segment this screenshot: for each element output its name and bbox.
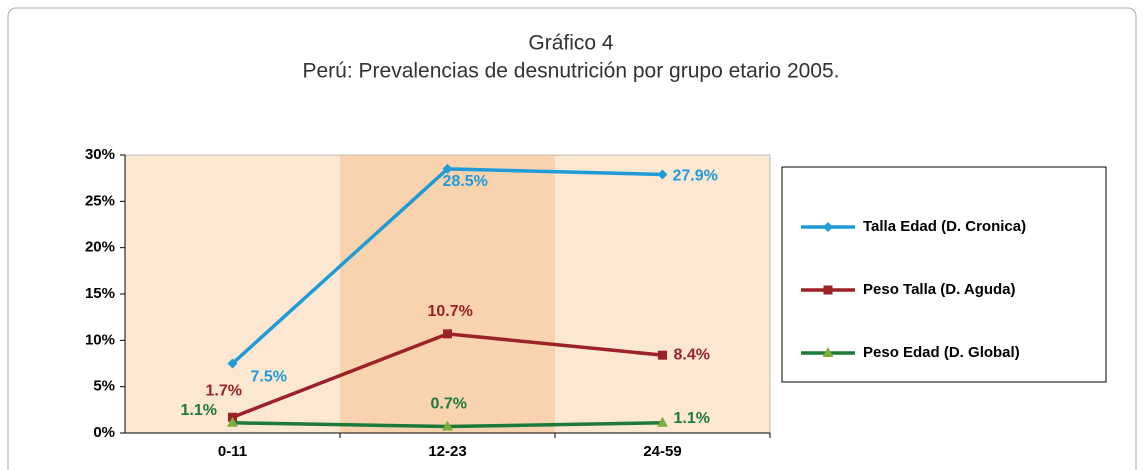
- x-tick-label: 0-11: [218, 443, 247, 460]
- y-tick-label: 10%: [85, 331, 115, 348]
- data-point: [442, 163, 453, 174]
- data-label: 7.5%: [251, 369, 287, 386]
- legend-label: Peso Talla (D. Aguda): [863, 281, 1016, 298]
- x-tick-label: 12-23: [428, 443, 466, 460]
- y-tick-label: 30%: [85, 146, 115, 163]
- y-tick-label: 25%: [85, 192, 115, 209]
- data-label: 8.4%: [674, 346, 710, 363]
- data-point: [658, 350, 667, 360]
- data-point: [657, 416, 668, 427]
- data-label: 1.1%: [181, 402, 217, 419]
- data-label: 1.1%: [674, 410, 710, 427]
- data-label: 10.7%: [428, 303, 473, 320]
- chart-title: Gráfico 4: [528, 32, 614, 55]
- data-point: [442, 420, 453, 431]
- data-label: 27.9%: [673, 168, 718, 185]
- y-tick-label: 5%: [93, 378, 115, 395]
- x-tick-label: 24-59: [643, 443, 681, 460]
- data-label: 0.7%: [431, 396, 467, 413]
- legend-label: Talla Edad (D. Cronica): [863, 218, 1026, 235]
- y-tick-label: 15%: [85, 285, 115, 302]
- plot-band: [340, 155, 555, 433]
- y-tick-label: 20%: [85, 239, 115, 256]
- data-label: 28.5%: [443, 173, 488, 190]
- legend: [781, 166, 1107, 383]
- data-point: [227, 416, 238, 427]
- legend-label: Peso Edad (D. Global): [863, 344, 1020, 361]
- plot-band: [555, 155, 770, 433]
- y-tick-label: 0%: [93, 424, 115, 441]
- chart-subtitle: Perú: Prevalencias de desnutrición por g…: [303, 60, 840, 83]
- data-point: [227, 358, 238, 369]
- data-point: [657, 169, 668, 180]
- legend-marker: [822, 347, 834, 357]
- legend-marker: [823, 222, 833, 232]
- legend-marker: [823, 285, 833, 295]
- data-point: [443, 329, 452, 339]
- plot-band: [125, 155, 340, 433]
- data-label: 1.7%: [206, 382, 242, 399]
